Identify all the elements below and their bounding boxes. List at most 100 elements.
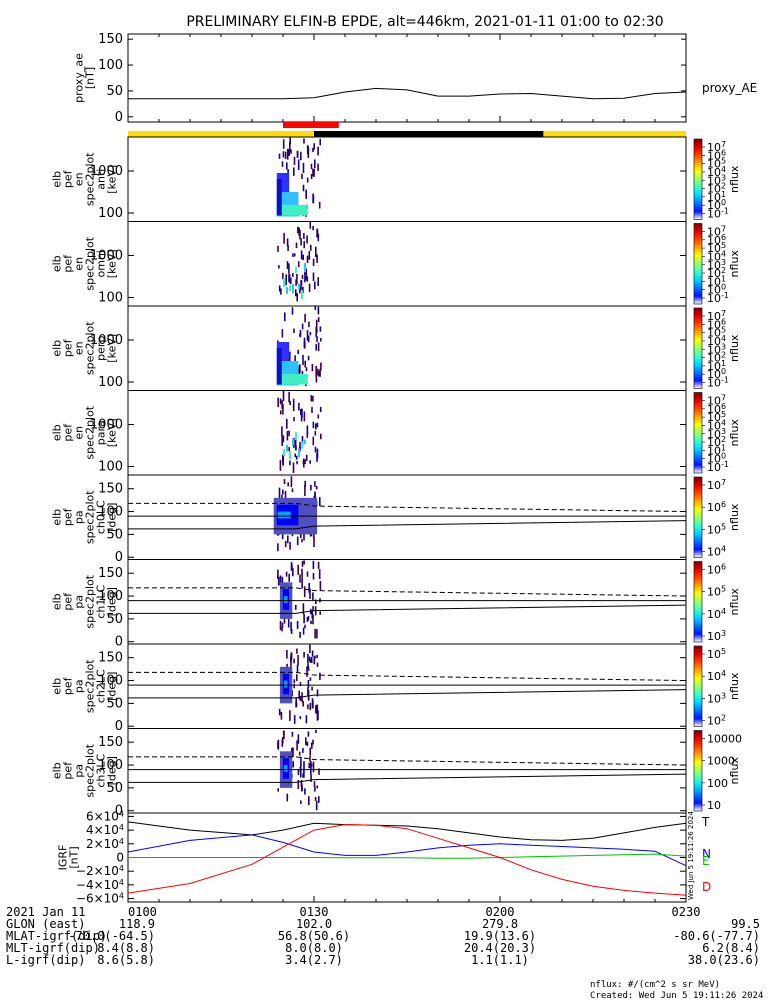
colorbar-gradient [693,223,703,305]
science-zone-bar [283,122,339,128]
proxy-ae-legend: proxy_AE [702,81,757,95]
colorbar-elb_pef_pa_spec2plot_ch3LC: 10000 1000 100 10 [693,730,742,812]
spec-streak [314,797,317,801]
spec-streak [315,486,318,490]
spec-streak [305,454,308,462]
spec-streak [320,433,322,440]
igrf-line-N [127,834,687,867]
ylabel-line: spec2plot [84,321,97,375]
colorbar-tick-label: 105 [707,157,726,171]
colorbar-tick-label: 100 [707,283,726,297]
spec-streak [311,742,313,749]
spec-streak [295,701,297,708]
spec-streak [318,569,321,579]
ylabel-line: spec2plot [84,574,97,628]
spec-blob [295,266,297,273]
spec-streak [302,773,304,778]
ylabel-line: [deg] [106,587,119,616]
spec-streak [293,417,295,422]
spec-streak [292,253,294,257]
colorbar-tick-label: 102 [707,351,726,365]
spec-streak [290,653,292,662]
ylabel-line: spec2plot [84,490,97,544]
spec-streak [284,540,287,547]
colorbar-tick-label: 106 [707,148,726,162]
colorbar-tick-label: 107 [707,478,726,492]
ytick-label: −4×104 [76,878,124,892]
spec-streak [310,244,312,251]
ephem-value: 3.4(2.7) [285,953,343,967]
spec-streak [281,161,284,167]
ephem-value: 1.1(1.1) [471,953,529,967]
ephem-label: 2021 Jan 11 [6,905,85,919]
spec-blob [298,283,300,290]
spec-streak [288,149,290,156]
spec-streak [296,461,298,465]
spec-streak [283,730,285,739]
spec-streak [300,250,303,260]
colorbar-label: nflux [728,503,741,531]
ylabel-line: spec2plot [84,405,97,459]
ylabel-line: elb [51,424,64,441]
ephem-value: 6.2(8.4) [702,941,760,955]
spec-streak [282,435,285,443]
spec-streak [317,317,320,322]
spec-streak [282,273,284,280]
spec-streak [320,337,322,342]
spec-streak [278,576,280,586]
spec-streak [302,603,305,615]
spec-streak [296,621,299,629]
spec-streak [288,391,290,403]
ytick-label: 0 [115,635,123,650]
spec-streak [295,455,298,460]
ylabel-line: elb [51,593,64,610]
spec-streak [298,365,301,376]
spec-streak [317,342,320,352]
ephem-value: 99.5 [731,917,760,931]
spec-streak [312,573,315,580]
spec-streak [288,447,290,452]
ylabel-line: pef [62,169,75,188]
spec-streak [312,560,315,570]
igrf-legend-N: N [702,847,711,861]
spec-streak [314,430,317,436]
spec-streak [312,739,314,745]
spec-blob [286,444,288,452]
pa-blob [283,765,288,772]
spec-blob [286,287,288,294]
spec-streak [319,672,321,680]
spec-streak [307,666,310,671]
ylabel-line: [keV] [106,165,119,194]
spec-streak [293,658,295,664]
spec-streak [281,622,284,628]
spec-streak [316,629,318,639]
spec-streak [279,398,282,405]
spec-streak [306,666,308,677]
pa-losscone-solid [128,520,687,530]
spec-blob [304,263,306,273]
spec-streak [307,680,310,688]
ylabel-line: pef [62,507,75,526]
spec-streak [313,658,315,665]
spec-streak [315,319,318,329]
ylabel-line: spec2plot [84,236,97,290]
spec-streak [301,173,303,179]
ylabel-line: pa [73,510,86,524]
spec-streak [300,408,302,416]
ytick-label: 0 [115,804,123,819]
spec-streak [315,599,317,604]
spec-streak [316,654,318,658]
spec-streak [306,177,309,183]
colorbar-gradient [693,476,703,558]
colorbar-label: nflux [728,419,741,447]
colorbar-gradient [693,392,703,474]
ytick-label: 50 [106,781,123,796]
spec-streak [310,484,312,491]
spec-streak [304,485,306,497]
spec-streak [303,613,305,624]
ephem-value: 19.9(13.6) [464,929,536,943]
